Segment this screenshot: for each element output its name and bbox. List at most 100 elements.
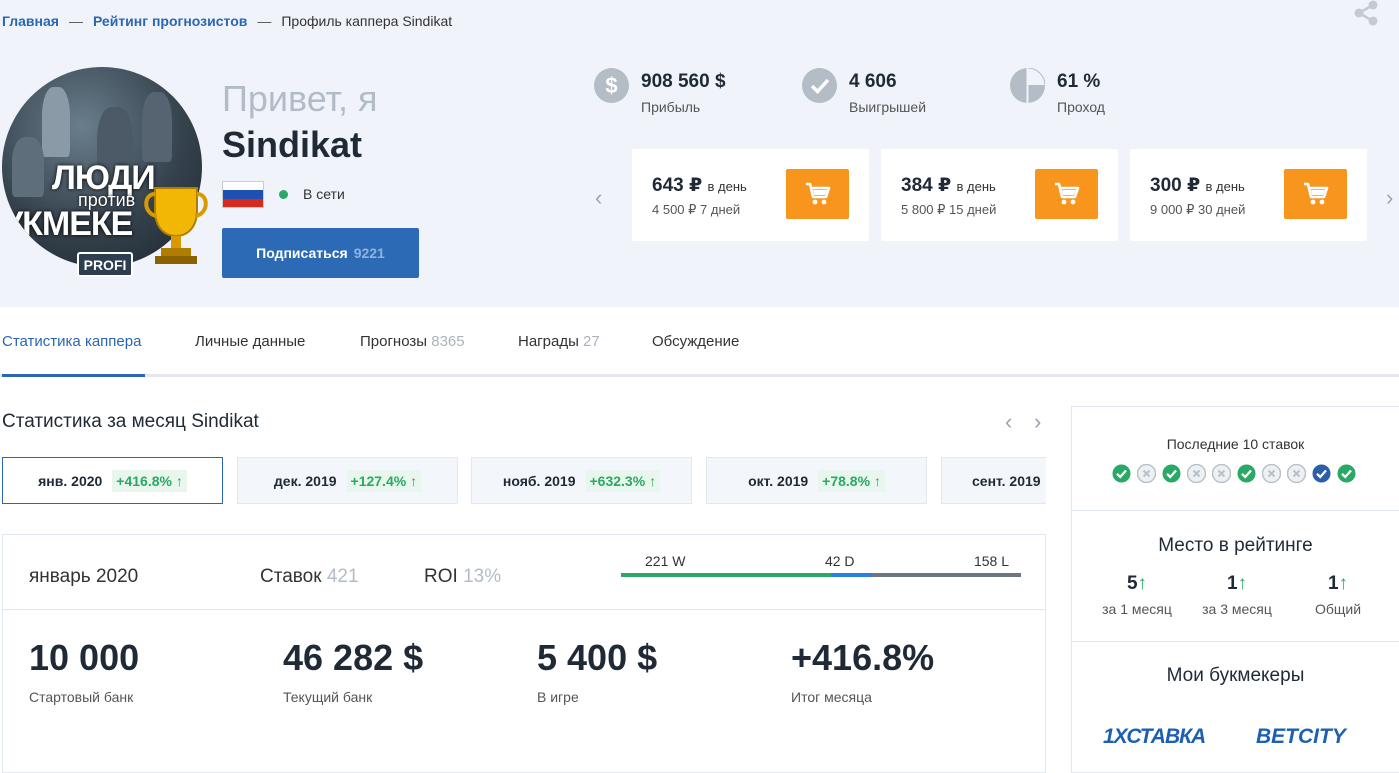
pie-chart-icon	[1010, 68, 1045, 103]
wins-bar	[621, 573, 831, 577]
chevron-right-icon[interactable]: ›	[1034, 409, 1042, 434]
month-item[interactable]: дек. 2019 +127.4% ↑	[237, 457, 458, 504]
win-bet-icon	[1237, 464, 1256, 483]
roi: ROI 13%	[424, 566, 501, 588]
draws-label: 42 D	[824, 553, 855, 569]
avatar-figure	[97, 107, 133, 187]
stat-label: Прибыль	[641, 99, 701, 115]
buy-plan-button[interactable]	[1284, 169, 1347, 219]
roi-label: ROI	[424, 566, 458, 587]
tab-personal[interactable]: Личные данные	[195, 333, 305, 350]
rank-value: 1	[1226, 573, 1238, 594]
subscription-plan: 643 ₽ в день 4 500 ₽ 7 дней	[632, 149, 869, 241]
win-bet-icon	[1112, 464, 1131, 483]
roi-value: 13%	[463, 566, 502, 587]
last-bets-dots	[1112, 464, 1356, 483]
arrow-up-icon: ↑	[410, 472, 418, 489]
month-summary-row: январь 2020 Ставок 421 ROI 13% 221 W 42 …	[3, 535, 1045, 610]
win-bet-blue-icon	[1312, 464, 1331, 483]
tab-label: Прогнозы	[360, 333, 428, 350]
subscribers-count: 9221	[353, 245, 385, 261]
last-bets-title: Последние 10 ставок	[1166, 436, 1305, 452]
plan-price: 300 ₽	[1150, 175, 1201, 196]
online-status-dot	[279, 190, 288, 199]
subscribe-button[interactable]: Подписаться 9221	[222, 228, 419, 278]
chevron-left-icon[interactable]: ‹	[1005, 409, 1013, 434]
arrow-up-icon: ↑	[175, 472, 183, 489]
cart-icon	[1303, 182, 1328, 205]
losses-label: 158 L	[973, 553, 1009, 569]
trophy-icon	[144, 187, 208, 264]
share-icon[interactable]	[1352, 0, 1380, 26]
stat-value: 908 560 $	[641, 71, 726, 92]
svg-text:$: $	[605, 73, 617, 98]
start-bank-value: 10 000	[29, 637, 140, 678]
tab-predictions[interactable]: Прогнозы 8365	[360, 333, 465, 350]
current-bank: 46 282 $ Текущий банк	[283, 637, 423, 705]
month-name: сент. 2019	[972, 472, 1041, 489]
bets-count: Ставок 421	[260, 566, 359, 588]
subscription-plan: 384 ₽ в день 5 800 ₽ 15 дней	[881, 149, 1118, 241]
tab-count: 27	[583, 333, 600, 350]
avatar-figure	[142, 92, 172, 162]
bets-value: 421	[326, 566, 359, 587]
online-status: В сети	[303, 186, 345, 202]
russia-flag-icon	[222, 181, 264, 208]
month-name: дек. 2019	[273, 472, 337, 489]
buy-plan-button[interactable]	[786, 169, 849, 219]
tipster-name: Sindikat	[222, 124, 363, 165]
month-item[interactable]: окт. 2019 +78.8% ↑	[706, 457, 927, 504]
rank-overall: 1↑ Общий	[1283, 573, 1393, 617]
subscribe-label: Подписаться	[256, 245, 348, 261]
breadcrumb: Главная — Рейтинг прогнозистов — Профиль…	[2, 13, 452, 29]
month-item[interactable]: янв. 2020 +416.8% ↑	[2, 457, 223, 504]
avatar-figure	[42, 87, 70, 157]
in-game-value: 5 400 $	[537, 637, 658, 678]
wins-label: 221 W	[645, 553, 686, 569]
void-bet-icon	[1187, 464, 1206, 483]
month-item[interactable]: нояб. 2019 +632.3% ↑	[471, 457, 692, 504]
chevron-right-icon[interactable]: ›	[1386, 185, 1394, 210]
month-result: +416.8% Итог месяца	[791, 637, 934, 705]
bookmaker-betcity-logo[interactable]: BETCITY	[1256, 725, 1346, 748]
subscription-plan: 300 ₽ в день 9 000 ₽ 30 дней	[1130, 149, 1367, 241]
breadcrumb-separator: —	[68, 13, 83, 29]
plan-total: 9 000 ₽ 30 дней	[1150, 202, 1246, 217]
plan-total: 4 500 ₽ 7 дней	[652, 202, 741, 217]
void-bet-icon	[1212, 464, 1231, 483]
plan-per: в день	[956, 179, 996, 194]
section-title: Статистика за месяц Sindikat	[2, 411, 259, 432]
rating-block	[1072, 511, 1399, 642]
breadcrumb-rating[interactable]: Рейтинг прогнозистов	[92, 13, 248, 29]
avatar[interactable]: ЛЮДИ против УКМЕКЕ	[2, 67, 202, 267]
period-label: январь 2020	[29, 566, 139, 587]
rank-value: 1	[1327, 573, 1339, 594]
avatar-text: ЛЮДИ	[52, 159, 156, 197]
chevron-left-icon[interactable]: ‹	[595, 185, 603, 210]
buy-plan-button[interactable]	[1035, 169, 1098, 219]
month-item[interactable]: сент. 2019	[941, 457, 1046, 504]
avatar-text: против	[78, 190, 136, 210]
tab-label: Статистика каппера	[2, 333, 142, 350]
plan-per: в день	[707, 179, 747, 194]
breadcrumb-current: Профиль каппера Sindikat	[281, 13, 453, 29]
bookmaker-1xstavka-logo[interactable]: 1ХСТАВКА	[1103, 725, 1206, 748]
stat-label: Проход	[1057, 99, 1105, 115]
stat-profit: $ 908 560 $ Прибыль	[594, 68, 726, 115]
stat-wins: 4 606 Выигрышей	[802, 68, 926, 115]
stat-pass-rate: 61 % Проход	[1010, 68, 1105, 115]
win-bet-icon	[1162, 464, 1181, 483]
tab-discussion[interactable]: Обсуждение	[652, 333, 739, 350]
last-bets-block	[1072, 407, 1399, 511]
cart-icon	[1054, 182, 1079, 205]
tab-stats[interactable]: Статистика каппера	[2, 333, 141, 350]
in-game-label: В игре	[537, 689, 579, 705]
greeting: Привет, я	[222, 78, 378, 119]
month-pct: +78.8%	[822, 472, 871, 489]
plan-total: 5 800 ₽ 15 дней	[901, 202, 997, 217]
plan-price: 643 ₽	[652, 175, 703, 196]
profi-badge: PROFI	[77, 252, 133, 277]
arrow-up-icon: ↑	[649, 472, 657, 489]
tab-awards[interactable]: Награды 27	[518, 333, 600, 350]
breadcrumb-home[interactable]: Главная	[2, 13, 59, 29]
